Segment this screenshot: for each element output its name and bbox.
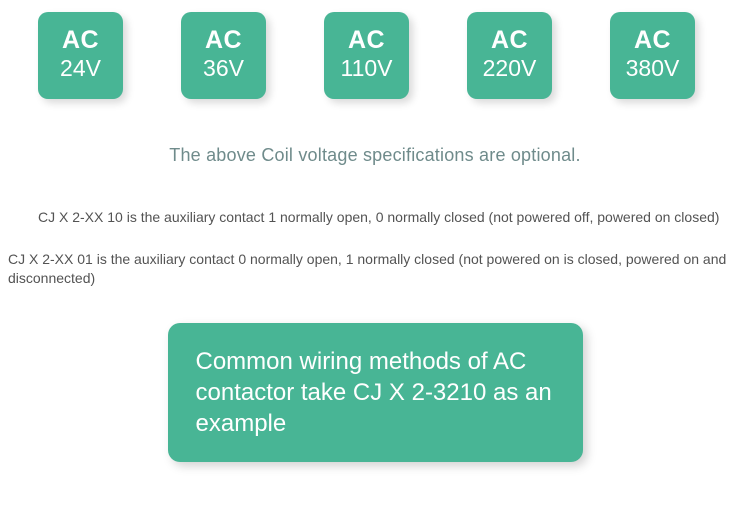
voltage-tile-380v: AC 380V: [610, 12, 695, 99]
voltage-value: 24V: [60, 54, 101, 84]
voltage-tile-220v: AC 220V: [467, 12, 552, 99]
desc-line-2: CJ X 2-XX 01 is the auxiliary contact 0 …: [8, 250, 742, 289]
voltage-value: 380V: [626, 54, 680, 84]
voltage-caption: The above Coil voltage specifications ar…: [0, 145, 750, 166]
voltage-value: 36V: [203, 54, 244, 84]
voltage-specs-row: AC 24V AC 36V AC 110V AC 220V AC 380V: [0, 0, 750, 99]
voltage-tile-36v: AC 36V: [181, 12, 266, 99]
ac-label: AC: [634, 27, 671, 55]
ac-label: AC: [62, 27, 99, 55]
desc-line-1: CJ X 2-XX 10 is the auxiliary contact 1 …: [8, 208, 742, 228]
ac-label: AC: [205, 27, 242, 55]
wiring-methods-box: Common wiring methods of AC contactor ta…: [168, 323, 583, 463]
voltage-tile-110v: AC 110V: [324, 12, 409, 99]
ac-label: AC: [491, 27, 528, 55]
voltage-value: 110V: [340, 54, 392, 84]
voltage-tile-24v: AC 24V: [38, 12, 123, 99]
ac-label: AC: [348, 27, 385, 55]
description-block: CJ X 2-XX 10 is the auxiliary contact 1 …: [0, 208, 750, 289]
voltage-value: 220V: [483, 54, 537, 84]
